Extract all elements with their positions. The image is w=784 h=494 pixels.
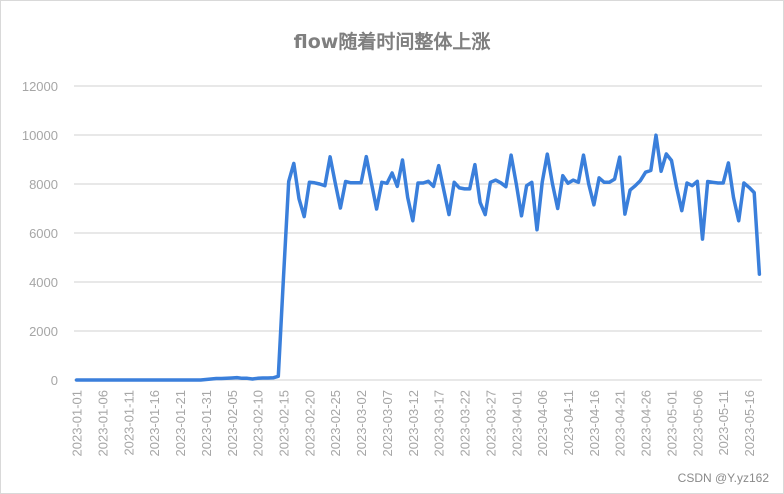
x-tick-label: 2023-01-01 bbox=[70, 390, 85, 457]
y-tick-label: 4000 bbox=[29, 275, 58, 290]
x-tick-label: 2023-01-06 bbox=[95, 390, 110, 457]
x-tick-label: 2023-03-12 bbox=[406, 390, 421, 457]
x-tick-label: 2023-05-06 bbox=[690, 390, 705, 457]
x-tick-label: 2023-03-17 bbox=[432, 390, 447, 457]
x-tick-label: 2023-02-10 bbox=[251, 390, 266, 457]
x-tick-label: 2023-01-16 bbox=[147, 390, 162, 457]
x-tick-label: 2023-04-21 bbox=[613, 390, 628, 457]
series-line bbox=[74, 133, 762, 382]
x-tick-label: 2023-01-11 bbox=[121, 390, 136, 456]
x-tick-label: 2023-03-07 bbox=[380, 390, 395, 457]
x-tick-label: 2023-03-22 bbox=[458, 390, 473, 457]
x-tick-label: 2023-04-26 bbox=[639, 390, 654, 457]
x-tick-label: 2023-02-20 bbox=[302, 390, 317, 457]
x-tick-label: 2023-02-05 bbox=[225, 390, 240, 457]
x-tick-label: 2023-05-16 bbox=[742, 390, 757, 457]
x-tick-label: 2023-05-01 bbox=[664, 390, 679, 457]
x-tick-label: 2023-03-02 bbox=[354, 390, 369, 457]
chart-title: flow随着时间整体上涨 bbox=[293, 31, 491, 53]
x-tick-label: 2023-01-21 bbox=[173, 390, 188, 457]
x-tick-label: 2023-03-27 bbox=[483, 390, 498, 457]
x-tick-label: 2023-04-06 bbox=[535, 390, 550, 457]
y-tick-label: 12000 bbox=[22, 79, 58, 94]
x-tick-label: 2023-04-01 bbox=[509, 390, 524, 457]
y-tick-label: 0 bbox=[51, 373, 58, 388]
x-tick-label: 2023-02-25 bbox=[328, 390, 343, 457]
x-tick-label: 2023-04-16 bbox=[587, 390, 602, 457]
y-tick-label: 8000 bbox=[29, 177, 58, 192]
x-tick-label: 2023-01-31 bbox=[199, 390, 214, 457]
x-tick-label: 2023-04-11 bbox=[561, 390, 576, 456]
x-tick-label: 2023-05-11 bbox=[716, 390, 731, 456]
y-tick-label: 10000 bbox=[22, 128, 58, 143]
y-tick-label: 6000 bbox=[29, 226, 58, 241]
x-tick-label: 2023-02-15 bbox=[277, 390, 292, 457]
y-tick-label: 2000 bbox=[29, 324, 58, 339]
watermark: CSDN @Y.yz162 bbox=[677, 471, 769, 485]
